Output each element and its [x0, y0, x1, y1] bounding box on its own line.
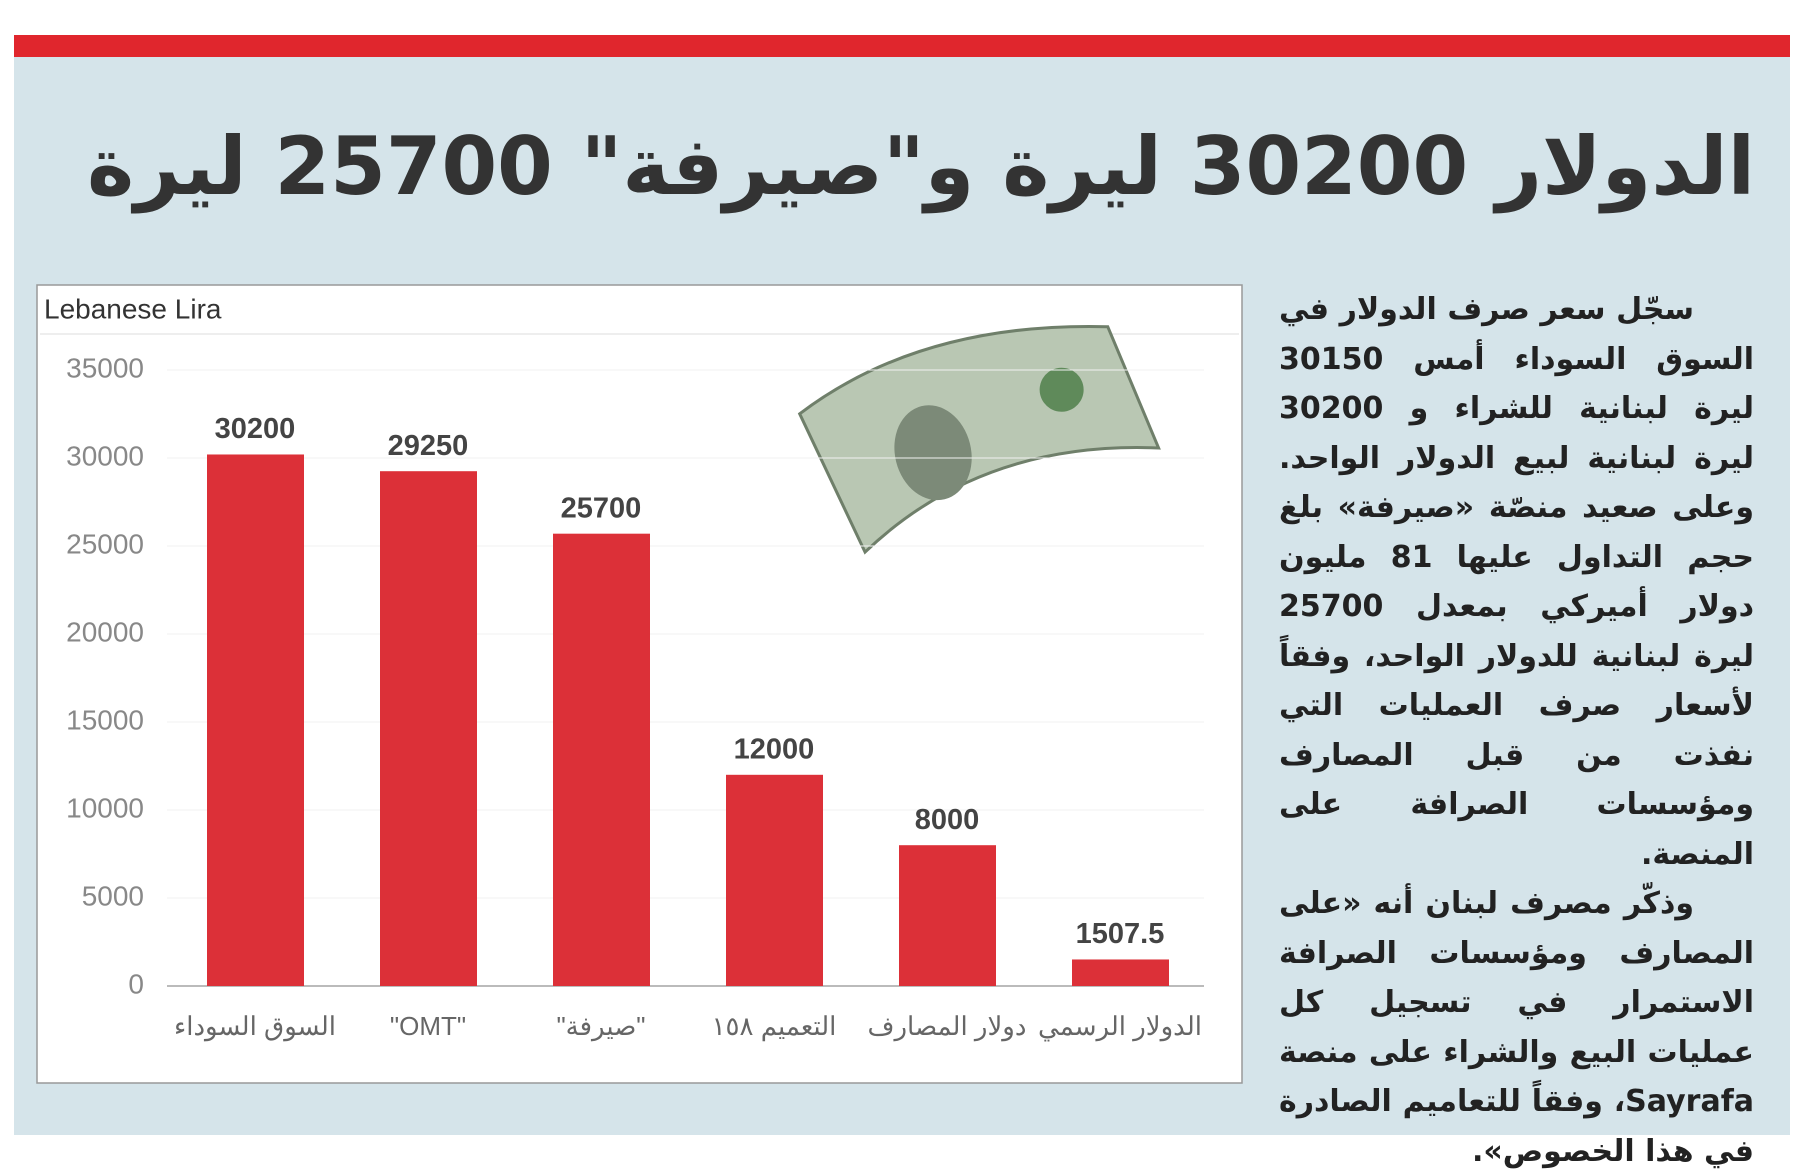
y-tick-label: 35000	[66, 352, 144, 383]
bar	[553, 533, 650, 986]
y-tick-label: 20000	[66, 616, 144, 647]
y-tick-label: 10000	[66, 792, 144, 823]
headline: الدولار 30200 ليرة و"صيرفة" 25700 ليرة	[86, 120, 1755, 213]
x-tick-label: السوق السوداء	[174, 1011, 336, 1042]
data-label: 30200	[215, 413, 296, 445]
paragraph: وذكّر مصرف لبنان أنه «على المصارف ومؤسسا…	[1279, 886, 1754, 1169]
y-tick-label: 5000	[82, 880, 144, 911]
y-tick-label: 0	[128, 968, 144, 999]
chart: Lebanese Lira 0 5000 10000 15000 20000 25000 3…	[36, 284, 1243, 1084]
top-bar	[14, 35, 1790, 57]
bar	[380, 471, 477, 986]
y-tick-label: 30000	[66, 440, 144, 471]
data-label: 25700	[561, 492, 642, 524]
x-tick-label: الدولار الرسمي	[1038, 1011, 1202, 1042]
bar	[899, 845, 996, 986]
y-tick-label: 25000	[66, 528, 144, 559]
data-label: 8000	[915, 804, 980, 836]
x-tick-label: التعميم ١٥٨	[712, 1011, 837, 1042]
data-label: 1507.5	[1076, 918, 1165, 950]
x-tick-label: "OMT"	[390, 1011, 466, 1041]
y-tick-label: 15000	[66, 704, 144, 735]
x-tick-label: "صيرفة"	[556, 1011, 645, 1042]
paragraph: سجّل سعر صرف الدولار في السوق السوداء أم…	[1279, 292, 1754, 872]
article: سجّل سعر صرف الدولار في السوق السوداء أم…	[1279, 285, 1754, 1176]
data-label: 12000	[734, 733, 815, 765]
bar	[1072, 959, 1169, 986]
y-axis-title: Lebanese Lira	[44, 293, 222, 324]
data-label: 29250	[388, 430, 469, 462]
bar	[207, 454, 304, 987]
banknote	[797, 324, 1161, 555]
x-tick-label: دولار المصارف	[868, 1011, 1027, 1042]
bar	[726, 774, 823, 986]
